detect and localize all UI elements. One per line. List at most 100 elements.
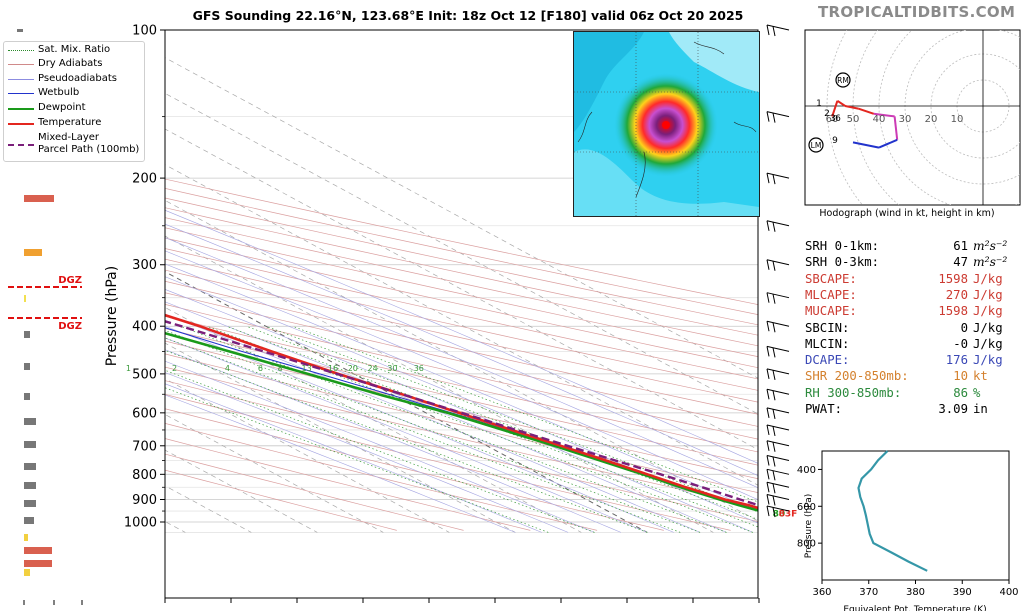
dry-adiabat-line — [165, 304, 758, 440]
index-value: -0 — [953, 336, 968, 351]
hodograph-height-label: 6 — [835, 114, 841, 124]
pseudoadiabat-line — [165, 209, 758, 464]
dry-adiabat-line — [165, 408, 664, 531]
dry-adiabat-line — [165, 197, 758, 326]
wind-barb — [766, 292, 790, 299]
wind-barb-flag — [772, 347, 776, 358]
index-row: SBCAPE: 1598 J/kg — [805, 271, 1020, 287]
isotherm-line — [165, 57, 758, 379]
pseudoadiabat-line — [165, 349, 622, 533]
hodograph-segment — [873, 112, 895, 118]
y-tick-label: 700 — [132, 439, 157, 454]
wind-barb — [766, 320, 790, 327]
legend-swatch — [8, 79, 34, 80]
temperature-line — [165, 313, 758, 510]
isotherm-line — [165, 342, 516, 533]
wind-barb-flag — [766, 321, 770, 332]
wind-barb-flag — [772, 293, 776, 304]
dry-adiabat-line — [165, 380, 758, 522]
index-value: 10 — [953, 369, 968, 384]
wind-barb — [766, 505, 790, 512]
hodograph-height-label: 2 — [824, 109, 830, 119]
hodograph-ring-label: 10 — [951, 114, 964, 125]
wind-barb-flag — [766, 173, 770, 184]
y-tick-label: 800 — [132, 468, 157, 483]
side-bar — [24, 331, 30, 338]
index-value: 3.09 — [938, 402, 968, 416]
index-value: 1598 — [938, 271, 968, 286]
y-tick-label: 600 — [132, 406, 157, 421]
wind-barb-flag — [772, 261, 776, 271]
index-value: 270 — [945, 287, 968, 302]
isotherm-line — [165, 235, 714, 533]
dry-adiabat-line — [165, 207, 758, 336]
mixing-ratio-label: 4 — [225, 364, 230, 373]
wind-barb-flag — [766, 346, 770, 357]
isotherm-line — [165, 414, 384, 533]
hodograph-segment — [836, 99, 846, 107]
pseudoadiabat-line — [165, 337, 648, 533]
wind-barb-flag — [766, 389, 770, 400]
theta-e-y-tick-label: 800 — [797, 539, 816, 550]
wind-barb — [766, 259, 790, 266]
wind-barb — [766, 368, 790, 375]
wind-barb-flag — [772, 26, 776, 37]
wind-barb-flag — [772, 456, 776, 467]
wind-barb — [766, 440, 790, 447]
mixing-ratio-line — [265, 325, 758, 513]
wind-barb — [766, 345, 790, 352]
hodograph-ring-label: 50 — [847, 114, 860, 125]
index-label: SBCAPE: — [805, 271, 857, 286]
site-brand[interactable]: TROPICALTIDBITS.COM — [818, 3, 1016, 21]
hodograph-segment — [852, 141, 880, 149]
mixing-ratio-line — [165, 330, 701, 533]
mixing-ratio-line — [292, 325, 758, 503]
theta-e-x-tick-label: 370 — [859, 587, 878, 598]
mixing-ratio-line — [165, 337, 681, 533]
mixing-ratio-label: 6 — [258, 364, 263, 373]
index-value: 1598 — [938, 304, 968, 319]
index-label: MLCIN: — [805, 336, 850, 351]
wind-barb — [766, 468, 790, 475]
wind-barb-flag — [766, 469, 770, 480]
wind-barb-flag — [772, 174, 776, 185]
wind-barb-flag — [772, 483, 776, 494]
dry-adiabat-line — [165, 328, 758, 466]
legend-swatch — [8, 93, 34, 94]
wind-barb-flag — [772, 322, 776, 333]
dry-adiabat-line — [165, 188, 758, 316]
index-label: SRH 0-3km: — [805, 255, 880, 270]
hodograph-area — [805, 30, 1020, 205]
wind-barb-flag — [766, 292, 770, 303]
dgz-label: DGZ — [58, 275, 82, 286]
index-unit: kt — [973, 369, 988, 384]
plot-area — [165, 30, 758, 533]
index-label: PWAT: — [805, 402, 843, 416]
pseudoadiabat-line — [165, 394, 516, 533]
index-label: MLCAPE: — [805, 287, 857, 302]
side-bar — [24, 418, 36, 425]
side-bar — [24, 569, 30, 576]
mixing-ratio-label: 1 — [126, 364, 131, 373]
mixing-ratio-label: 16 — [328, 364, 338, 373]
dry-adiabat-line — [165, 453, 464, 531]
legend-swatch — [8, 50, 34, 51]
y-tick-label: 100 — [132, 24, 157, 39]
y-tick-label: 200 — [132, 172, 157, 187]
satellite-map-inset — [573, 31, 760, 217]
rm-label: RM — [837, 76, 849, 85]
side-bar — [24, 195, 54, 202]
pseudoadiabat-line — [165, 313, 701, 533]
index-value: 86 — [953, 385, 968, 400]
isotherm-line — [165, 128, 758, 450]
index-unit: J/kg — [973, 336, 1003, 351]
index-unit: J/kg — [973, 353, 1003, 368]
pseudoadiabat-line — [165, 223, 758, 476]
index-row: PWAT: 3.09 in — [805, 401, 1020, 417]
wind-barb-flag — [766, 407, 770, 418]
chart-legend: Sat. Mix. Ratio Dry Adiabats Pseudoadiabat… — [3, 41, 145, 162]
legend-label: Mixed-Layer Parcel Path (100mb) — [38, 132, 140, 155]
index-unit: m²s⁻² — [973, 239, 1008, 253]
isotherm-line — [165, 306, 582, 533]
mixing-ratio-label: 13 — [302, 364, 312, 373]
